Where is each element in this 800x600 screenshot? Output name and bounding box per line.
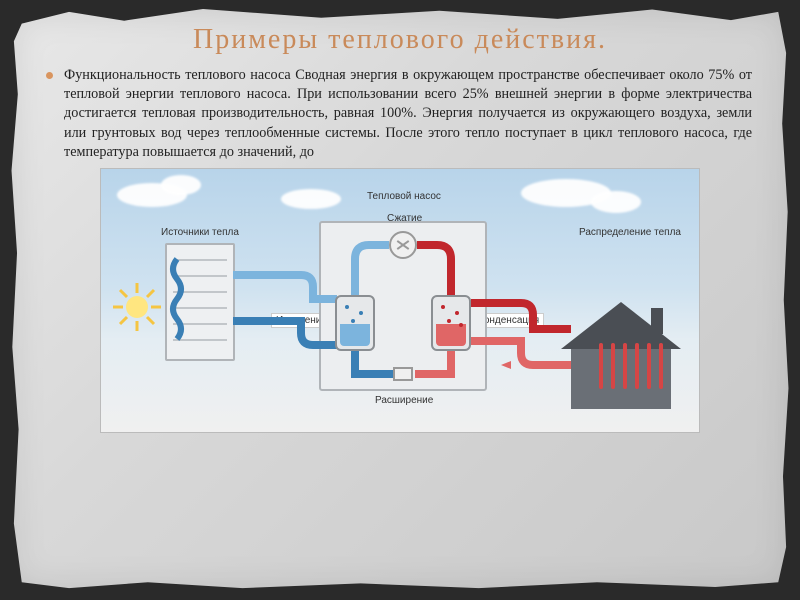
cloud-icon [281,189,341,209]
compressor-icon [389,231,417,259]
label-expansion: Расширение [375,395,433,406]
radiator-icon [597,343,665,394]
slide-frame: Примеры теплового действия. Функциональн… [0,0,800,600]
sun-icon [107,277,167,337]
source-panel [165,243,235,361]
evaporator-vessel [335,295,375,351]
expansion-valve-icon [393,367,413,381]
cloud-icon [591,191,641,213]
label-source: Источники тепла [161,227,239,238]
body-text-content: Функциональность теплового насоса Сводна… [64,67,752,160]
heat-pump-diagram: Источники тепла Тепловой насос Сжатие Ис… [100,168,700,433]
condenser-vessel [431,295,471,351]
cloud-icon [161,175,201,195]
label-pump: Тепловой насос [367,191,441,202]
body-paragraph: Функциональность теплового насоса Сводна… [46,66,754,162]
bullet-icon [46,72,53,79]
slide-title: Примеры теплового действия. [46,24,754,56]
sun-core [126,296,148,318]
slide-content: Примеры теплового действия. Функциональн… [24,18,776,435]
label-distribution: Распределение тепла [579,227,681,238]
